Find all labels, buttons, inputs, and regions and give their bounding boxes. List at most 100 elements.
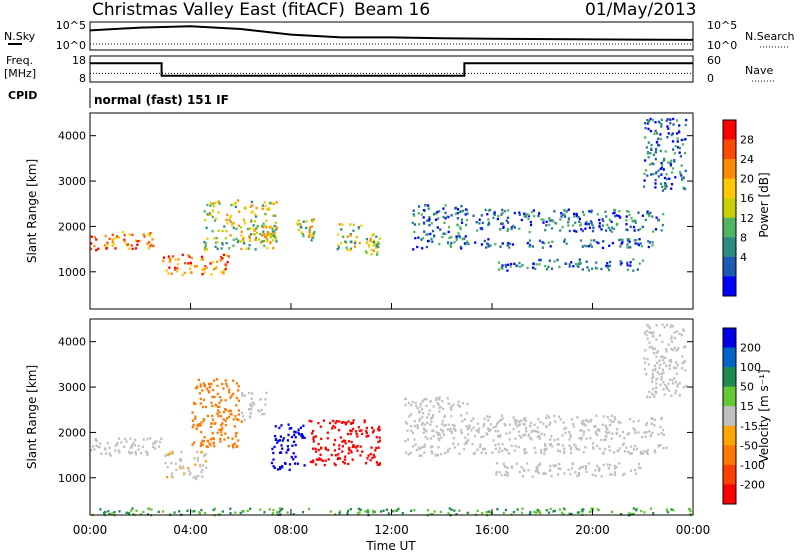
velocity-cell [581, 510, 584, 513]
power-cell [535, 263, 538, 266]
power-cell [312, 232, 315, 235]
velocity-cell [651, 373, 654, 376]
velocity-cell [651, 417, 654, 421]
velocity-cell [219, 440, 222, 443]
velocity-cell [569, 473, 572, 476]
colorbar-tick-label: 20 [740, 173, 754, 186]
velocity-cell [664, 383, 667, 387]
power-cell [261, 204, 264, 207]
velocity-cell [655, 391, 658, 394]
velocity-cell [492, 426, 495, 429]
velocity-cell [357, 426, 360, 429]
power-cell [211, 210, 214, 213]
velocity-cell [378, 436, 381, 439]
power-cell [431, 229, 435, 233]
velocity-cell [288, 463, 292, 466]
colorbar-swatch [723, 178, 736, 199]
power-cell [312, 236, 315, 240]
velocity-cell [587, 462, 590, 465]
velocity-cell [487, 419, 490, 422]
velocity-cell [662, 371, 665, 374]
power-cell [252, 224, 255, 227]
power-cell [659, 167, 662, 170]
velocity-cell [199, 397, 202, 401]
velocity-cell [224, 419, 227, 422]
velocity-cell [429, 399, 432, 403]
power-cell [421, 237, 425, 240]
velocity-cell [452, 403, 455, 406]
velocity-cell [220, 415, 223, 418]
power-cell [238, 210, 241, 213]
velocity-cell [299, 426, 302, 429]
power-cell [596, 267, 599, 270]
velocity-cell [418, 411, 421, 414]
power-cell [430, 222, 433, 225]
velocity-cell [601, 423, 604, 426]
velocity-cell [117, 437, 120, 440]
power-cell [666, 125, 669, 128]
power-band [643, 117, 688, 192]
velocity-cell [652, 351, 656, 355]
velocity-cell [674, 389, 678, 392]
velocity-cell [441, 430, 445, 434]
velocity-cell [670, 508, 673, 511]
velocity-cell [486, 433, 489, 436]
power-cell [443, 221, 446, 224]
velocity-cell [356, 435, 359, 438]
power-cell [465, 208, 468, 212]
velocity-cell [597, 466, 601, 470]
velocity-cell [145, 450, 148, 453]
velocity-cell [157, 445, 161, 448]
power-cell [625, 228, 628, 231]
velocity-cell [560, 511, 563, 514]
velocity-cell [196, 450, 199, 453]
power-cell [230, 214, 233, 218]
power-cell [681, 143, 685, 146]
power-cell [684, 123, 687, 127]
velocity-cell [423, 451, 426, 454]
velocity-cell [477, 431, 480, 434]
power-cell [636, 242, 639, 245]
power-cell [176, 263, 180, 266]
power-cell [301, 232, 304, 236]
velocity-cell [237, 385, 240, 388]
power-cell [308, 234, 311, 237]
velocity-cell [378, 425, 381, 429]
velocity-cell [633, 428, 636, 432]
power-cell [474, 241, 477, 244]
velocity-cell [200, 443, 203, 446]
velocity-cell [572, 425, 575, 428]
nsky-tick-bottom: 10^0 [56, 39, 86, 52]
velocity-cell [216, 392, 219, 396]
power-cell [413, 230, 416, 234]
velocity-cell [147, 507, 151, 511]
velocity-cell [228, 388, 231, 391]
power-cell [337, 246, 340, 249]
velocity-cell [508, 423, 512, 426]
velocity-cell [674, 380, 677, 384]
velocity-cell [173, 511, 176, 514]
velocity-cell [518, 434, 521, 437]
velocity-cell [610, 437, 613, 440]
velocity-cell [302, 424, 305, 427]
velocity-cell [202, 440, 205, 443]
power-cell [652, 230, 655, 233]
velocity-cell [346, 512, 349, 515]
colorbar-swatch [723, 386, 736, 407]
velocity-cell [197, 475, 200, 478]
velocity-cell [548, 423, 551, 426]
velocity-cell [206, 439, 209, 443]
power-cell [165, 269, 168, 272]
power-cell [268, 208, 271, 211]
power-cell [371, 234, 374, 237]
velocity-cell [671, 378, 674, 382]
power-cell [568, 229, 571, 233]
velocity-cell [423, 423, 426, 426]
power-cell [148, 234, 151, 237]
velocity-cell [437, 433, 440, 437]
velocity-cell [200, 451, 203, 454]
velocity-cell [418, 446, 421, 449]
power-cell [520, 218, 523, 222]
power-cell [541, 246, 544, 249]
velocity-cell [634, 444, 637, 448]
